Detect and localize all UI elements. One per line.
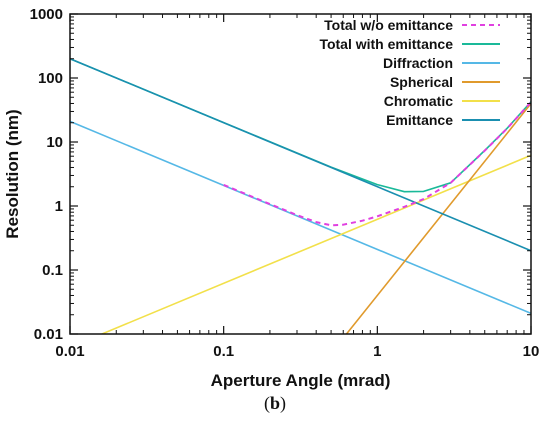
series-line-chromatic — [99, 154, 531, 334]
caption-close: ) — [280, 393, 286, 413]
series-line-spherical — [345, 103, 531, 334]
plot-series — [70, 57, 531, 334]
series-line-total-w-o-emittance — [223, 101, 531, 227]
plot-frame — [69, 13, 532, 335]
figure-caption: (b) — [0, 393, 550, 414]
legend-label: Diffraction — [383, 55, 453, 71]
legend-label: Emittance — [386, 112, 453, 128]
caption-letter: b — [269, 393, 280, 413]
x-tick-label: 0.1 — [213, 343, 234, 360]
y-tick-label: 0.01 — [34, 326, 63, 343]
caption-open: ( — [263, 393, 270, 413]
legend-label: Total w/o emittance — [324, 17, 453, 33]
legend: Total w/o emittance Total with emittance D… — [319, 17, 500, 128]
y-tick-label: 0.1 — [42, 262, 63, 279]
legend-label: Chromatic — [384, 93, 453, 109]
x-tick-label: 0.01 — [55, 343, 84, 360]
y-tick-label: 1 — [55, 198, 63, 215]
x-tick-label: 1 — [373, 343, 381, 360]
y-tick-label: 1000 — [30, 6, 63, 23]
series-line-total-with-emittance — [70, 57, 531, 193]
y-axis-title: Resolution (nm) — [3, 109, 22, 238]
x-tick-label: 10 — [523, 343, 540, 360]
legend-label: Total with emittance — [319, 36, 453, 52]
y-tick-label: 10 — [46, 134, 63, 151]
series-line-emittance — [70, 57, 531, 252]
y-tick-label: 100 — [38, 70, 63, 87]
legend-label: Spherical — [390, 74, 453, 90]
x-axis-title: Aperture Angle (mrad) — [211, 371, 391, 390]
axis-ticks: 0.01 0.1 1 10 0.01 0.1 1 10 100 1000 — [30, 6, 540, 360]
